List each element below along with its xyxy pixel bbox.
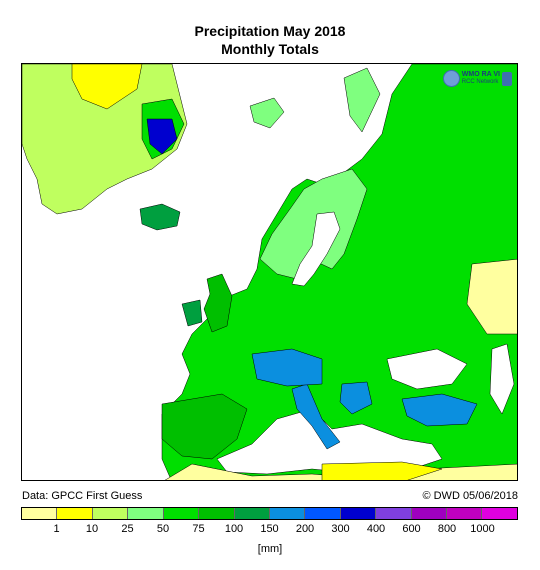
legend-swatch xyxy=(56,508,92,519)
legend-tick-label: 75 xyxy=(192,523,205,535)
legend-tick-label: 300 xyxy=(331,523,350,535)
alps-wet-zone xyxy=(251,348,323,387)
legend-tick-label: 600 xyxy=(402,523,421,535)
legend-tick-label: 25 xyxy=(121,523,134,535)
wmo-globe-icon xyxy=(442,70,460,87)
legend-ticks: 1 10 25 50 75 100 150 200 300 400 600 800 1000 xyxy=(21,523,518,537)
iceland xyxy=(139,203,181,231)
baltic-sea xyxy=(291,211,341,287)
svalbard xyxy=(249,97,285,129)
data-source-label: Data: GPCC First Guess xyxy=(22,490,143,502)
legend-swatch xyxy=(304,508,340,519)
color-legend xyxy=(21,507,518,520)
legend-tick-label: 100 xyxy=(224,523,244,535)
black-sea xyxy=(386,348,468,390)
legend-swatch xyxy=(162,508,199,519)
great-britain xyxy=(203,273,233,333)
ireland xyxy=(181,299,203,327)
iberia xyxy=(161,393,248,460)
legend-tick-label: 150 xyxy=(260,523,279,535)
balkan-wet-zone xyxy=(339,381,373,415)
legend-swatch xyxy=(268,508,305,519)
legend-tick-label: 400 xyxy=(366,523,386,535)
greenland-dry-north xyxy=(71,64,143,110)
wmo-logo: WMO RA VI RCC Network xyxy=(442,70,512,87)
legend-swatch xyxy=(375,508,411,519)
logo-line1: WMO RA VI xyxy=(461,71,500,78)
legend-swatch xyxy=(446,508,482,519)
legend-swatch xyxy=(91,508,128,519)
dwd-swirl-icon xyxy=(502,71,512,86)
legend-swatch xyxy=(22,508,57,519)
italy xyxy=(291,383,341,450)
map-title: Precipitation May 2018 xyxy=(194,23,346,39)
legend-swatch xyxy=(233,508,269,519)
caspian-sea xyxy=(489,343,515,415)
map-canvas xyxy=(22,64,517,480)
greenland-core-wet xyxy=(146,118,178,155)
map-subtitle: Monthly Totals xyxy=(221,41,319,57)
greenland-region xyxy=(22,64,188,215)
legend-tick-label: 10 xyxy=(85,523,99,535)
legend-swatch xyxy=(198,508,234,519)
legend-swatch xyxy=(410,508,447,519)
credit-label: © DWD 05/06/2018 xyxy=(422,490,518,502)
novaya-zemlya xyxy=(343,67,381,133)
russia-dry-east xyxy=(466,258,517,335)
africa-dry xyxy=(321,461,443,480)
legend-swatch xyxy=(339,508,376,519)
legend-tick-label: 800 xyxy=(437,523,457,535)
logo-line2: RCC Network xyxy=(461,79,499,85)
legend-tick-label: 1 xyxy=(53,523,60,535)
legend-unit: [mm] xyxy=(257,543,283,555)
legend-tick-label: 1000 xyxy=(470,523,495,535)
turkey-wet-zone xyxy=(401,393,478,427)
legend-tick-label: 200 xyxy=(295,523,315,535)
legend-swatch xyxy=(127,508,163,519)
legend-tick-label: 50 xyxy=(156,523,170,535)
precipitation-map: WMO RA VI RCC Network xyxy=(21,63,518,481)
legend-swatch xyxy=(481,508,517,519)
